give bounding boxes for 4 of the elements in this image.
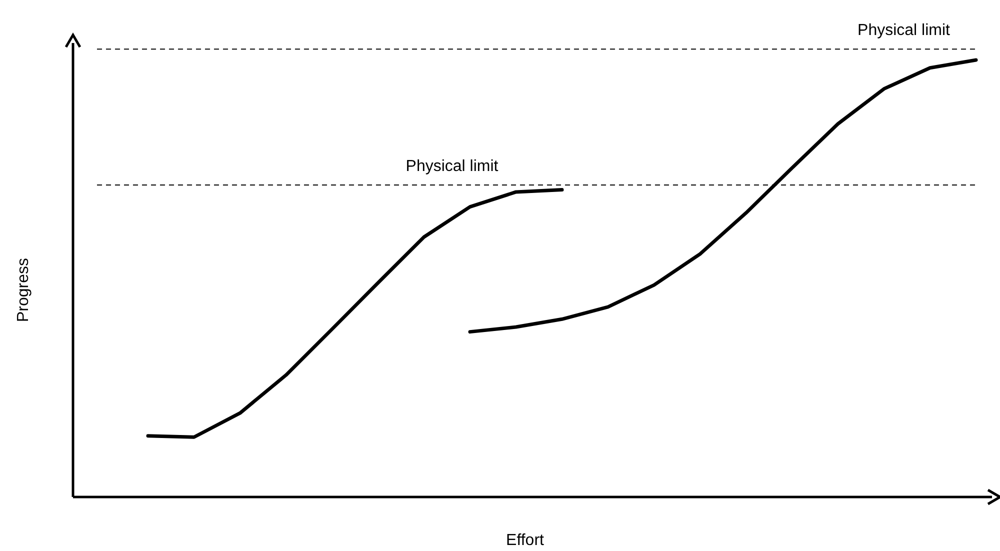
ref-line-label: Physical limit [858,22,951,40]
x-axis-title: Effort [506,532,545,549]
y-axis-title: Progress [15,258,32,322]
ref-line-label: Physical limit [406,158,499,175]
